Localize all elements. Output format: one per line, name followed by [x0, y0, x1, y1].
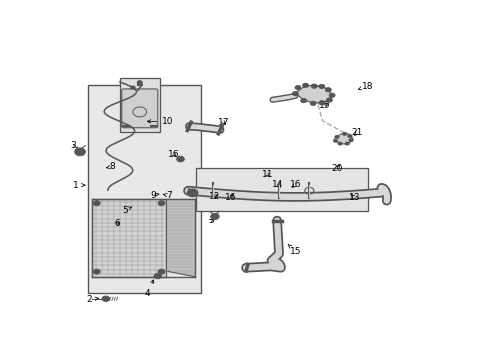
Circle shape [326, 98, 332, 102]
Text: 8: 8 [106, 162, 115, 171]
Circle shape [187, 189, 198, 197]
Text: 6: 6 [114, 220, 120, 229]
Circle shape [332, 139, 337, 143]
Circle shape [154, 273, 161, 279]
Text: 1: 1 [73, 181, 85, 190]
Bar [120, 78, 159, 132]
Circle shape [210, 213, 219, 220]
Circle shape [348, 139, 353, 142]
Text: 20: 20 [331, 164, 342, 173]
Circle shape [300, 98, 306, 103]
Circle shape [347, 134, 351, 138]
Text: 9: 9 [150, 190, 159, 199]
Text: 10: 10 [147, 117, 173, 126]
Polygon shape [295, 85, 331, 103]
Bar [87, 85, 201, 293]
Circle shape [158, 201, 164, 206]
Text: 11: 11 [262, 170, 273, 179]
Circle shape [309, 101, 316, 105]
FancyBboxPatch shape [122, 89, 158, 128]
Bar [92, 199, 166, 276]
Text: 16: 16 [289, 180, 301, 189]
Text: 12: 12 [208, 192, 220, 201]
Circle shape [328, 93, 334, 98]
Text: 15: 15 [287, 244, 301, 256]
Text: 2: 2 [86, 295, 98, 304]
Text: 16: 16 [224, 193, 236, 202]
Circle shape [302, 83, 308, 87]
Circle shape [102, 296, 109, 302]
Text: 3: 3 [70, 141, 79, 150]
Circle shape [93, 201, 100, 206]
Polygon shape [166, 271, 194, 276]
Circle shape [318, 84, 324, 89]
Text: 3: 3 [207, 216, 213, 225]
Circle shape [75, 148, 85, 156]
Text: 16: 16 [168, 150, 180, 159]
Circle shape [325, 87, 331, 92]
Circle shape [311, 84, 317, 89]
Text: 19: 19 [318, 101, 329, 110]
Bar [166, 199, 194, 271]
Circle shape [344, 142, 349, 145]
Text: 17: 17 [217, 118, 228, 127]
Circle shape [337, 142, 342, 145]
Text: 7: 7 [163, 191, 172, 200]
Text: 13: 13 [348, 193, 360, 202]
Circle shape [294, 85, 301, 90]
Circle shape [292, 91, 298, 96]
Circle shape [334, 135, 339, 139]
Text: 14: 14 [271, 180, 282, 189]
Circle shape [176, 156, 184, 162]
Bar [195, 168, 367, 211]
Text: 21: 21 [351, 128, 363, 137]
Circle shape [158, 269, 164, 274]
Circle shape [342, 132, 346, 135]
Circle shape [130, 86, 135, 89]
Circle shape [93, 269, 100, 274]
Circle shape [318, 100, 324, 105]
Text: 4: 4 [144, 280, 153, 298]
Circle shape [137, 81, 142, 85]
Text: 18: 18 [358, 82, 372, 91]
Polygon shape [334, 133, 352, 144]
Text: 5: 5 [122, 206, 131, 215]
